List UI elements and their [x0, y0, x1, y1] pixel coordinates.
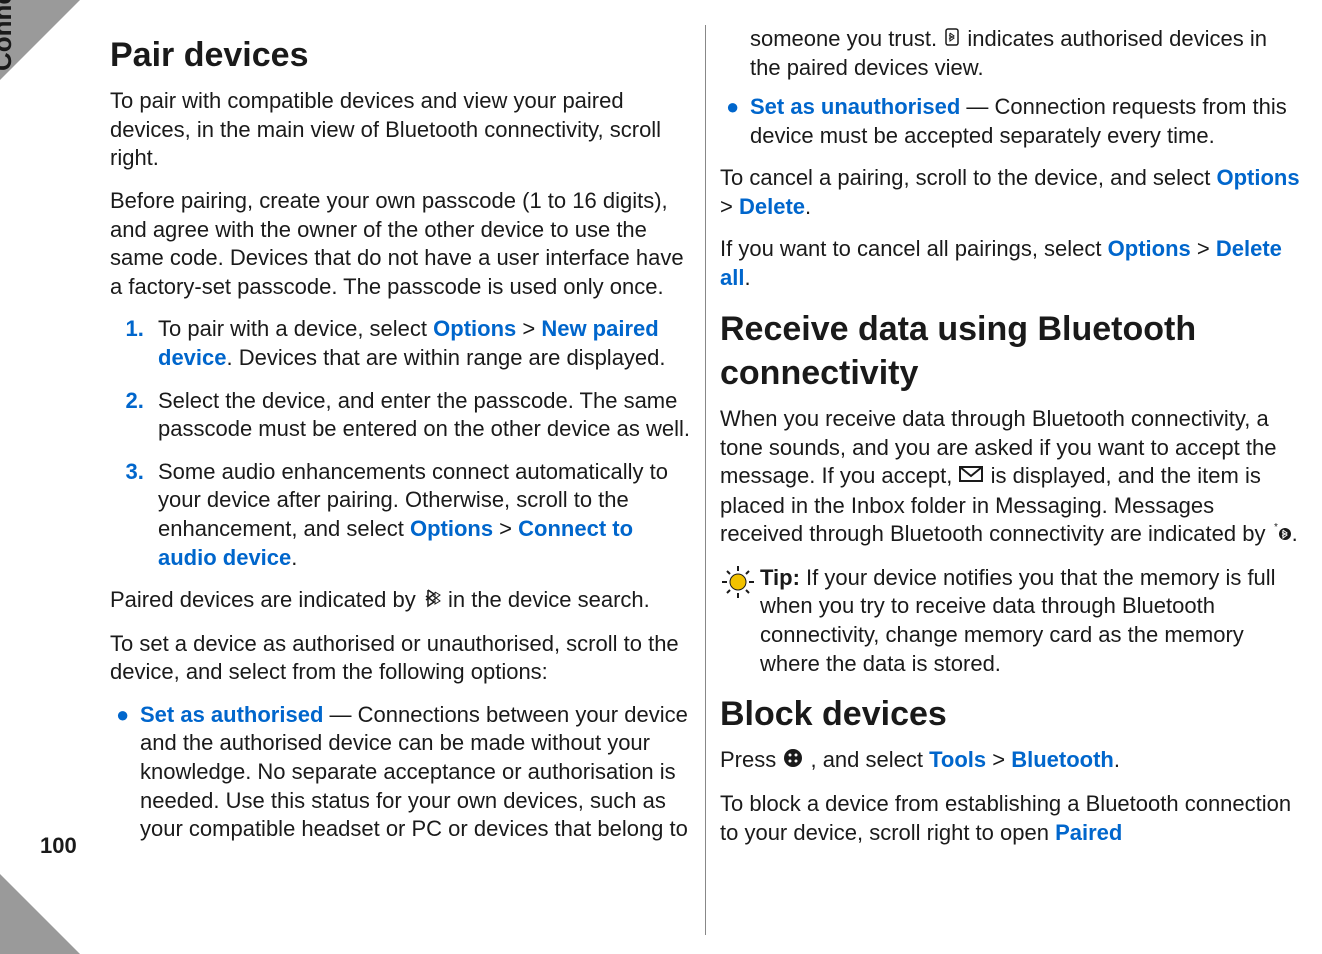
- step-item: Some audio enhancements connect automati…: [150, 458, 690, 572]
- paragraph: To block a device from establishing a Bl…: [720, 790, 1300, 847]
- paragraph: To pair with compatible devices and view…: [110, 87, 690, 173]
- paragraph: If you want to cancel all pairings, sele…: [720, 235, 1300, 292]
- svg-text:*: *: [1274, 522, 1278, 533]
- ui-label-options: Options: [1217, 165, 1300, 190]
- envelope-icon: [958, 463, 984, 492]
- bluetooth-paired-icon: [422, 587, 442, 616]
- step-item: To pair with a device, select Options > …: [150, 315, 690, 372]
- pairing-steps-list: To pair with a device, select Options > …: [110, 315, 690, 572]
- ui-label-tools: Tools: [929, 747, 986, 772]
- page-number: 100: [40, 833, 77, 859]
- ui-label-bluetooth: Bluetooth: [1011, 747, 1114, 772]
- paragraph: To set a device as authorised or unautho…: [110, 630, 690, 687]
- list-item: Set as unauthorised — Connection request…: [750, 93, 1300, 150]
- ui-label-delete: Delete: [739, 194, 805, 219]
- ui-label-options: Options: [433, 316, 516, 341]
- paragraph: Press , and select Tools > Bluetooth.: [720, 746, 1300, 776]
- lightbulb-tip-icon: [720, 564, 760, 606]
- paragraph: When you receive data through Bluetooth …: [720, 405, 1300, 550]
- authorised-device-icon: [943, 26, 961, 55]
- ui-label-options: Options: [1108, 236, 1191, 261]
- tip-text: Tip: If your device notifies you that th…: [760, 564, 1300, 678]
- heading-block-devices: Block devices: [720, 692, 1300, 736]
- tip-block: Tip: If your device notifies you that th…: [720, 564, 1300, 678]
- ui-label-options: Options: [410, 516, 493, 541]
- section-tab-label: Connections: [0, 0, 18, 71]
- corner-triangle-bottom: [0, 874, 80, 954]
- paragraph: Paired devices are indicated by in the d…: [110, 586, 690, 615]
- page-content: Pair devices To pair with compatible dev…: [110, 25, 1300, 935]
- paragraph: Before pairing, create your own passcode…: [110, 187, 690, 301]
- paragraph: To cancel a pairing, scroll to the devic…: [720, 164, 1300, 221]
- step-item: Select the device, and enter the passcod…: [150, 387, 690, 444]
- ui-label-set-authorised: Set as authorised: [140, 702, 323, 727]
- bluetooth-message-icon: *: [1272, 521, 1292, 550]
- ui-label-paired: Paired: [1055, 820, 1122, 845]
- heading-receive-data: Receive data using Bluetooth connectivit…: [720, 307, 1300, 395]
- heading-pair-devices: Pair devices: [110, 33, 690, 77]
- page-margin-decoration: [0, 0, 80, 954]
- ui-label-set-unauthorised: Set as unauthorised: [750, 94, 960, 119]
- menu-key-icon: [782, 747, 804, 777]
- tip-label: Tip:: [760, 565, 806, 590]
